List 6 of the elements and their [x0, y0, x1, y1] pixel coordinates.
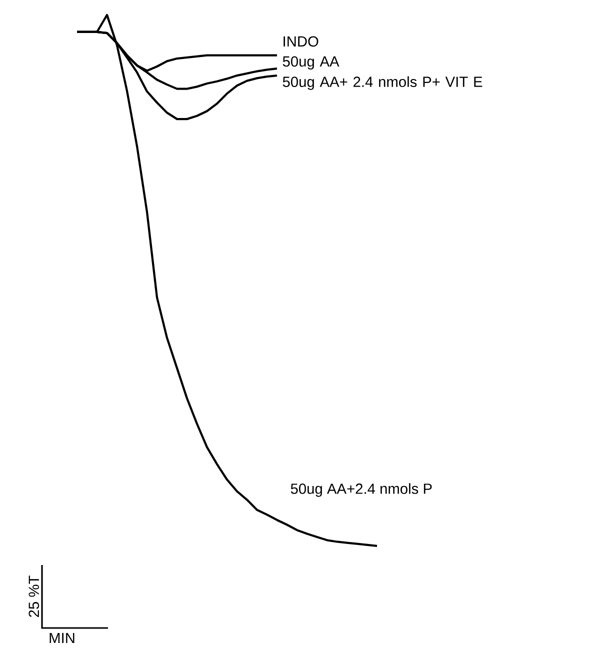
series-label: 50ug AA+2.4 nmols P	[290, 483, 432, 497]
text: MIN	[50, 632, 74, 644]
text: 25 %T	[28, 576, 40, 617]
series-label: 50ug AA	[282, 56, 340, 70]
series-label: INDO	[284, 36, 318, 47]
series-label: 50ug AA+ 2.4 nmols P+ VIT E	[282, 76, 482, 90]
